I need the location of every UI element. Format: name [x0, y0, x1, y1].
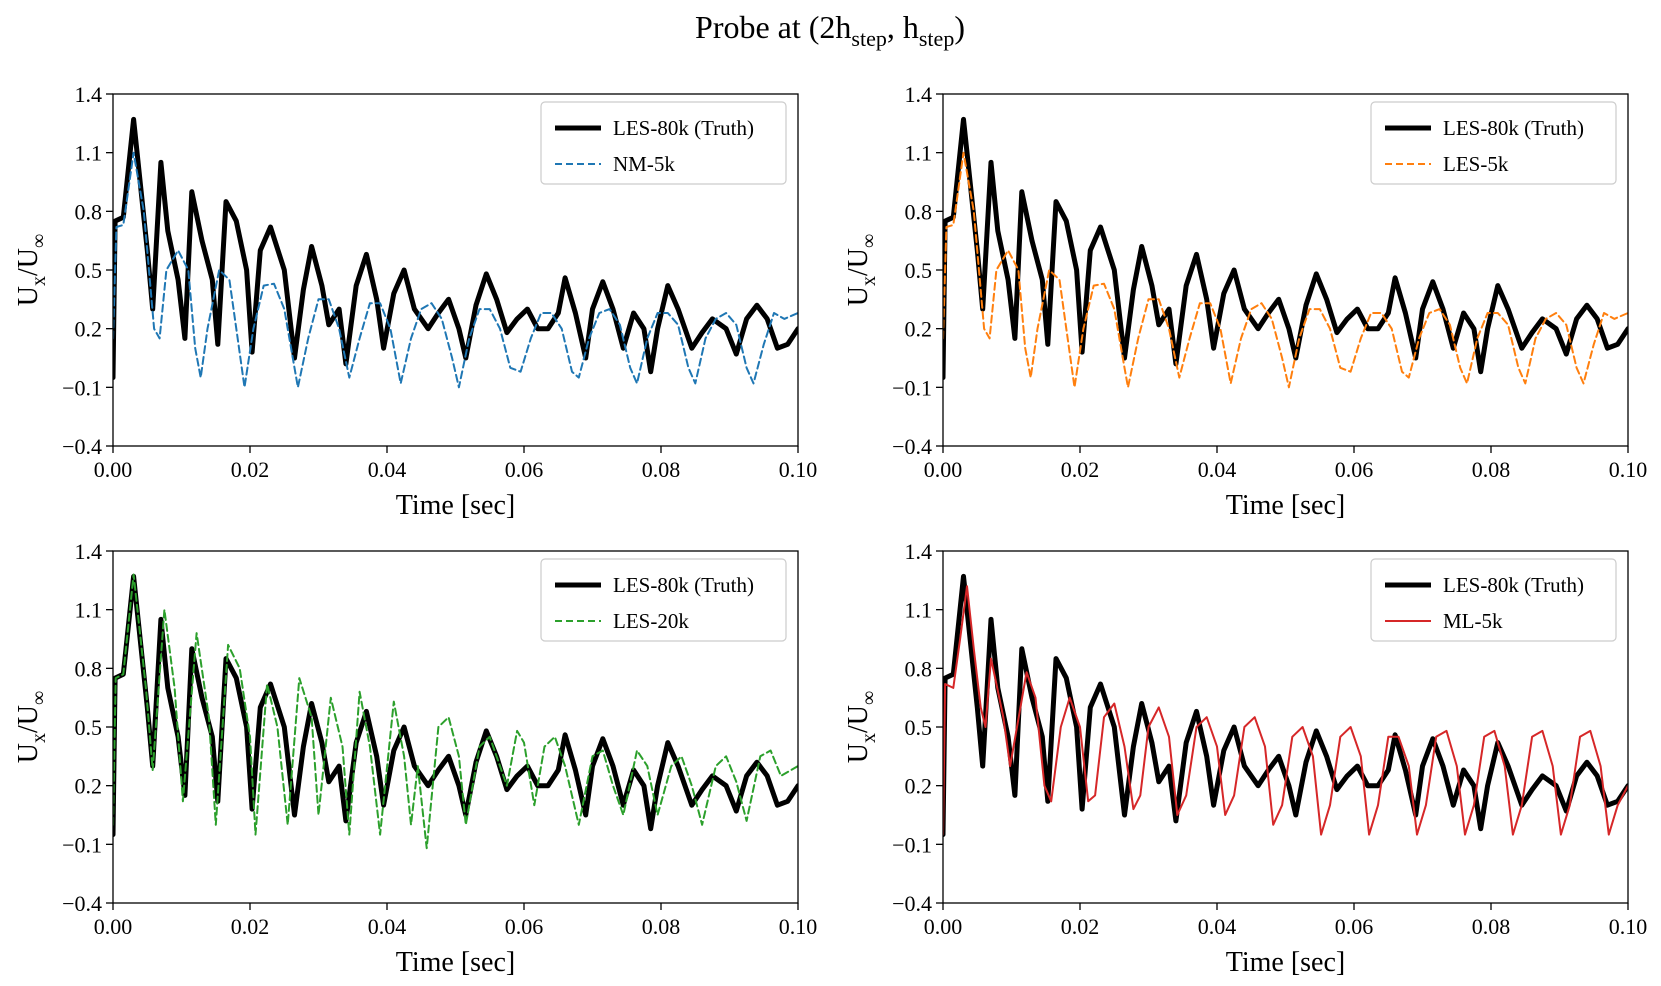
y-tick-label: 1.1: [905, 598, 933, 623]
y-tick-label: 0.2: [905, 317, 933, 342]
x-tick-label: 0.06: [1335, 457, 1374, 482]
x-tick-label: 0.04: [1198, 457, 1237, 482]
y-tick-label: 0.5: [75, 715, 103, 740]
x-tick-label: 0.00: [924, 457, 963, 482]
figure-title: Probe at (2hstep, hstep): [695, 9, 965, 51]
x-tick-label: 0.10: [779, 914, 818, 939]
series-line-les-20k: [113, 573, 798, 850]
y-tick-label: 0.2: [75, 774, 103, 799]
y-tick-label: −0.1: [892, 375, 932, 400]
y-axis-label: Ux/U∞: [843, 691, 880, 764]
x-tick-label: 0.02: [1061, 457, 1100, 482]
subplot-ml-5k: 0.00 0.02 0.04 0.06 0.08 0.10 −0.4 −0.1 0.2 0.5 0.…: [843, 539, 1647, 978]
legend-frame: [1370, 558, 1617, 642]
x-tick-label: 0.02: [1061, 914, 1100, 939]
y-tick-label: −0.4: [892, 891, 932, 916]
y-tick-label: 1.4: [75, 539, 103, 564]
subplot-les-5k: 0.00 0.02 0.04 0.06 0.08 0.10 −0.4 −0.1 0.2 0.5 0.…: [843, 82, 1647, 521]
y-tick-label: 1.1: [75, 598, 103, 623]
y-tick-label: 1.1: [905, 141, 933, 166]
legend: LES-80k (Truth) LES-20k: [540, 558, 787, 642]
y-tick-label: −0.4: [892, 434, 932, 459]
y-axis-label: Ux/U∞: [843, 234, 880, 307]
x-tick-label: 0.00: [94, 914, 133, 939]
legend-label-les-80k-truth: LES-80k (Truth): [1443, 573, 1584, 597]
y-tick-label: 0.8: [75, 199, 103, 224]
y-tick-label: 0.2: [905, 774, 933, 799]
series-line-ml-5k: [943, 585, 1628, 836]
y-tick-label: 0.8: [905, 199, 933, 224]
y-tick-label: 0.8: [75, 656, 103, 681]
x-tick-label: 0.10: [1609, 457, 1648, 482]
y-tick-label: 0.2: [75, 317, 103, 342]
legend-label-nm-5k: NM-5k: [613, 152, 675, 176]
legend-label-ml-5k: ML-5k: [1443, 609, 1503, 633]
x-tick-label: 0.06: [505, 914, 544, 939]
y-tick-label: −0.1: [62, 375, 102, 400]
legend: LES-80k (Truth) ML-5k: [1370, 558, 1617, 642]
x-axis-label: Time [sec]: [1226, 490, 1346, 521]
y-tick-label: 0.5: [905, 258, 933, 283]
y-tick-label: 1.4: [905, 539, 933, 564]
x-tick-label: 0.02: [231, 914, 270, 939]
legend-frame: [1370, 101, 1617, 185]
y-axis-label: Ux/U∞: [13, 691, 50, 764]
y-tick-label: −0.4: [62, 434, 102, 459]
series-line-les-80k-truth: [113, 573, 798, 838]
x-tick-label: 0.04: [1198, 914, 1237, 939]
y-tick-label: −0.1: [892, 832, 932, 857]
x-tick-label: 0.00: [924, 914, 963, 939]
legend-frame: [540, 101, 787, 185]
x-tick-label: 0.06: [505, 457, 544, 482]
series-line-nm-5k: [113, 151, 798, 389]
x-tick-label: 0.02: [231, 457, 270, 482]
x-axis-label: Time [sec]: [396, 490, 516, 521]
y-tick-label: 0.5: [75, 258, 103, 283]
y-tick-label: 1.4: [75, 82, 103, 107]
legend: LES-80k (Truth) NM-5k: [540, 101, 787, 185]
x-tick-label: 0.10: [1609, 914, 1648, 939]
x-tick-label: 0.10: [779, 457, 818, 482]
x-tick-label: 0.04: [368, 457, 407, 482]
x-tick-label: 0.04: [368, 914, 407, 939]
x-axis-label: Time [sec]: [1226, 947, 1346, 978]
y-tick-label: −0.1: [62, 832, 102, 857]
subplot-les-20k: 0.00 0.02 0.04 0.06 0.08 0.10 −0.4 −0.1 0.2 0.5 0.…: [13, 539, 817, 978]
x-tick-label: 0.08: [642, 457, 681, 482]
x-tick-label: 0.06: [1335, 914, 1374, 939]
x-tick-label: 0.08: [1472, 914, 1511, 939]
x-axis-label: Time [sec]: [396, 947, 516, 978]
legend-label-les-80k-truth: LES-80k (Truth): [1443, 116, 1584, 140]
y-tick-label: 0.5: [905, 715, 933, 740]
y-tick-label: 0.8: [905, 656, 933, 681]
legend: LES-80k (Truth) LES-5k: [1370, 101, 1617, 185]
x-tick-label: 0.08: [642, 914, 681, 939]
legend-label-les-5k: LES-5k: [1443, 152, 1509, 176]
legend-label-les-80k-truth: LES-80k (Truth): [613, 116, 754, 140]
y-tick-label: −0.4: [62, 891, 102, 916]
legend-frame: [540, 558, 787, 642]
x-tick-label: 0.00: [94, 457, 133, 482]
legend-label-les-20k: LES-20k: [613, 609, 689, 633]
subplot-nm-5k: 0.00 0.02 0.04 0.06 0.08 0.10 −0.4 −0.1 0.2 0.5 0.…: [13, 82, 817, 521]
legend-label-les-80k-truth: LES-80k (Truth): [613, 573, 754, 597]
y-tick-label: 1.1: [75, 141, 103, 166]
x-tick-label: 0.08: [1472, 457, 1511, 482]
y-tick-label: 1.4: [905, 82, 933, 107]
y-axis-label: Ux/U∞: [13, 234, 50, 307]
series-line-les-5k: [943, 151, 1628, 389]
